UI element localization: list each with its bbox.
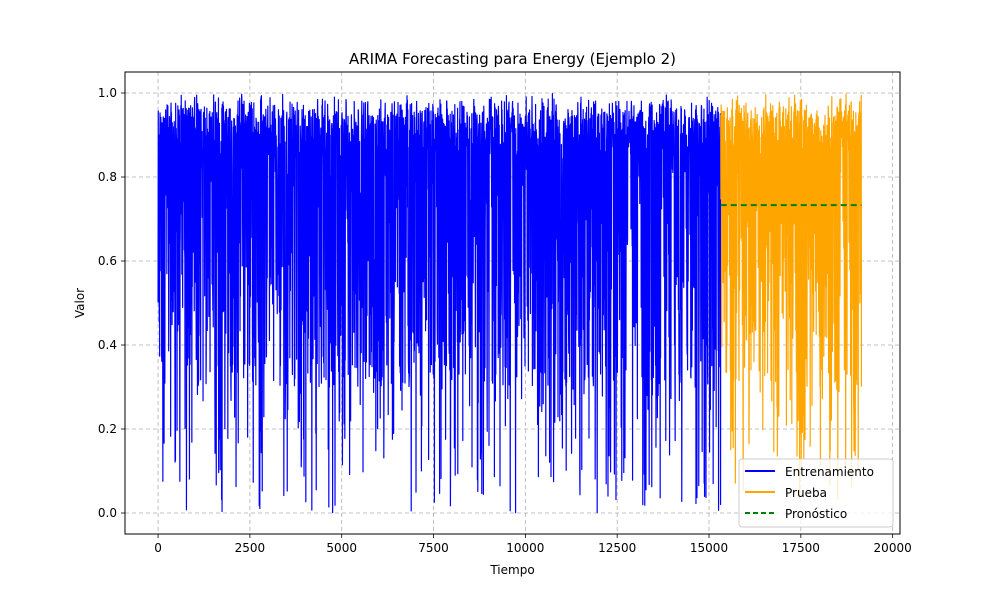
x-tick-label: 7500 <box>418 541 449 555</box>
chart-title: ARIMA Forecasting para Energy (Ejemplo 2… <box>349 50 676 68</box>
legend-box <box>738 458 894 528</box>
y-tick-label: 0.0 <box>98 506 117 520</box>
ticks-layer: 0 2500 5000 7500 10000 12500 15000 17500 20000 0.… <box>98 86 912 555</box>
y-tick-label: 0.4 <box>98 338 117 352</box>
y-tick-label: 0.8 <box>98 170 117 184</box>
x-tick-label: 20000 <box>874 541 912 555</box>
y-tick-label: 1.0 <box>98 86 117 100</box>
plot-area <box>157 93 863 514</box>
legend: Entrenamiento Prueba Pronóstico <box>738 458 894 528</box>
legend-label-entrenamiento: Entrenamiento <box>785 465 874 479</box>
series-line-prueba <box>720 93 863 500</box>
series-layer <box>157 93 863 514</box>
y-tick-label: 0.6 <box>98 254 117 268</box>
plot-frame <box>124 71 901 535</box>
x-tick-label: 10000 <box>506 541 544 555</box>
y-tick-label: 0.2 <box>98 422 117 436</box>
x-tick-label: 17500 <box>782 541 820 555</box>
x-tick-label: 5000 <box>326 541 357 555</box>
x-tick-label: 0 <box>154 541 162 555</box>
y-axis-title: Valor <box>73 288 87 318</box>
legend-label-prueba: Prueba <box>785 486 827 500</box>
x-axis-title: Tiempo <box>489 563 534 577</box>
series-line-entrenamiento <box>157 93 722 514</box>
legend-label-pronostico: Pronóstico <box>785 507 847 521</box>
x-tick-label: 2500 <box>235 541 266 555</box>
x-tick-label: 15000 <box>690 541 728 555</box>
x-tick-label: 12500 <box>598 541 636 555</box>
